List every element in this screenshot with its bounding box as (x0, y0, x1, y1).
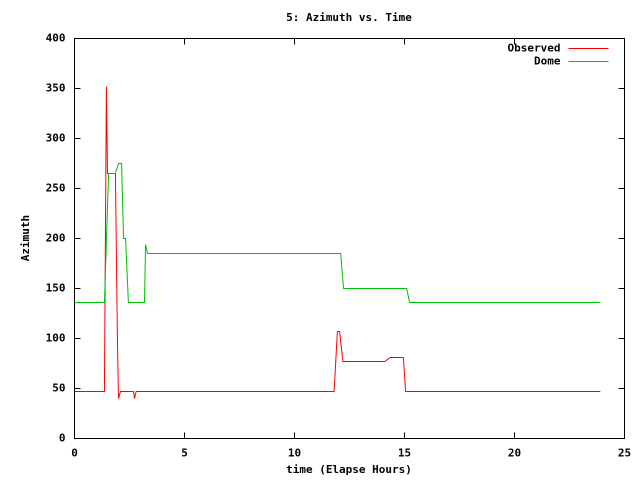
x-tick-label: 20 (508, 447, 521, 460)
y-tick-label: 400 (46, 32, 66, 45)
series-line (74, 86, 601, 399)
x-tick-label: 5 (181, 447, 188, 460)
x-tick-label: 15 (398, 447, 411, 460)
y-tick-label: 50 (52, 382, 65, 395)
x-tick-label: 0 (71, 447, 78, 460)
y-tick-label: 300 (46, 132, 66, 145)
x-axis-label: time (Elapse Hours) (286, 463, 412, 476)
y-tick-label: 200 (46, 232, 66, 245)
x-tick-label: 10 (288, 447, 301, 460)
y-axis-label: Azimuth (19, 215, 32, 261)
series-line (74, 163, 601, 303)
chart-title: 5: Azimuth vs. Time (286, 11, 412, 24)
y-tick-label: 100 (46, 332, 66, 345)
y-tick-label: 350 (46, 82, 66, 95)
x-tick-label: 25 (618, 447, 631, 460)
y-tick-label: 150 (46, 282, 66, 295)
legend-label: Dome (534, 55, 561, 68)
y-tick-label: 0 (59, 432, 66, 445)
y-tick-label: 250 (46, 182, 66, 195)
legend-label: Observed (508, 42, 561, 55)
